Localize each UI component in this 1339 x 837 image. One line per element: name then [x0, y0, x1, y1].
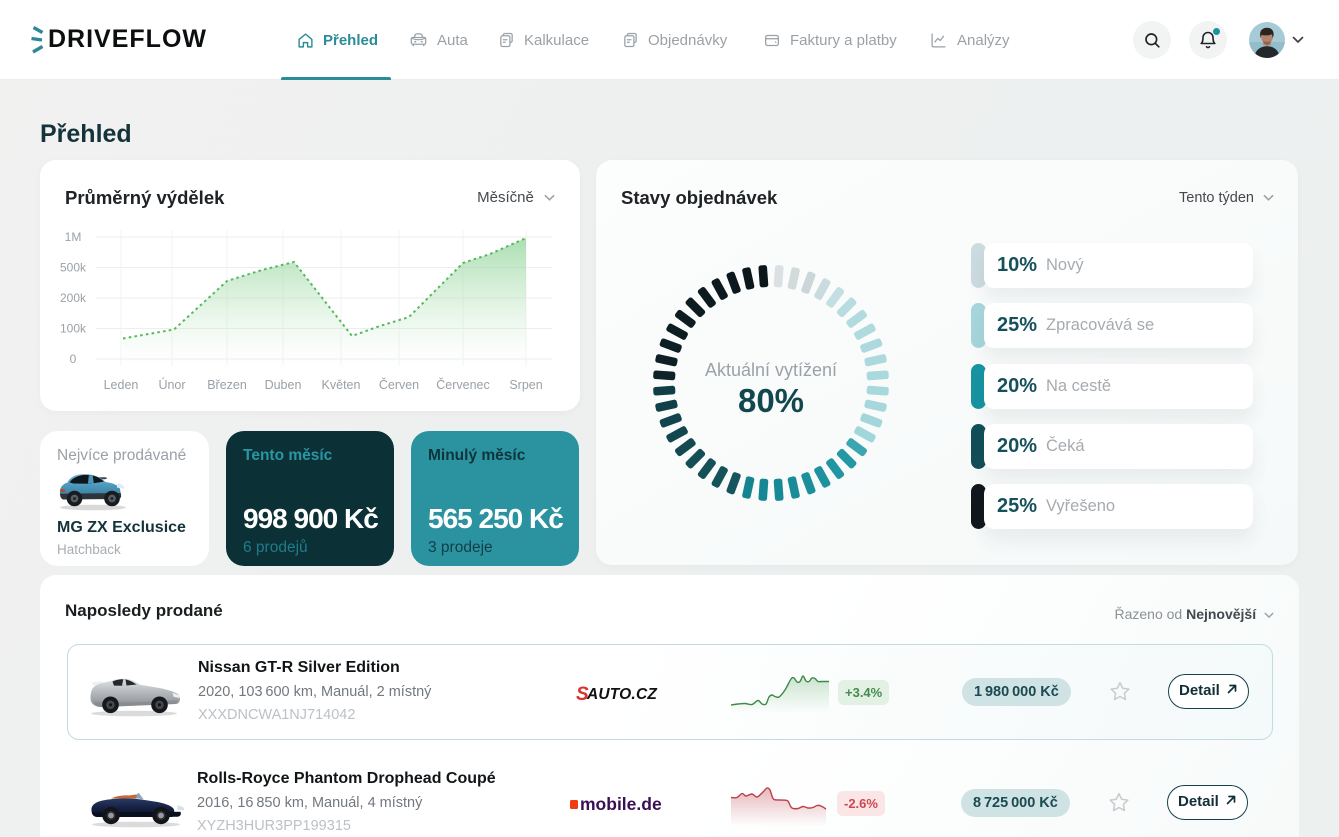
svg-text:S: S — [576, 684, 589, 705]
svg-text:Únor: Únor — [158, 377, 185, 392]
svg-text:200k: 200k — [60, 291, 87, 305]
svg-text:Červen: Červen — [379, 377, 419, 392]
svg-text:mobile.de: mobile.de — [580, 794, 662, 814]
svg-text:AUTO.CZ: AUTO.CZ — [586, 686, 657, 703]
svg-text:Březen: Březen — [207, 378, 247, 392]
svg-text:Leden: Leden — [104, 378, 139, 392]
svg-text:Červenec: Červenec — [436, 377, 490, 392]
svg-text:Srpen: Srpen — [509, 378, 542, 392]
svg-text:100k: 100k — [60, 322, 87, 336]
svg-text:1M: 1M — [65, 230, 82, 244]
svg-text:Květen: Květen — [322, 378, 361, 392]
svg-text:0: 0 — [70, 352, 77, 366]
svg-text:Duben: Duben — [265, 378, 302, 392]
svg-text:500k: 500k — [60, 261, 87, 275]
